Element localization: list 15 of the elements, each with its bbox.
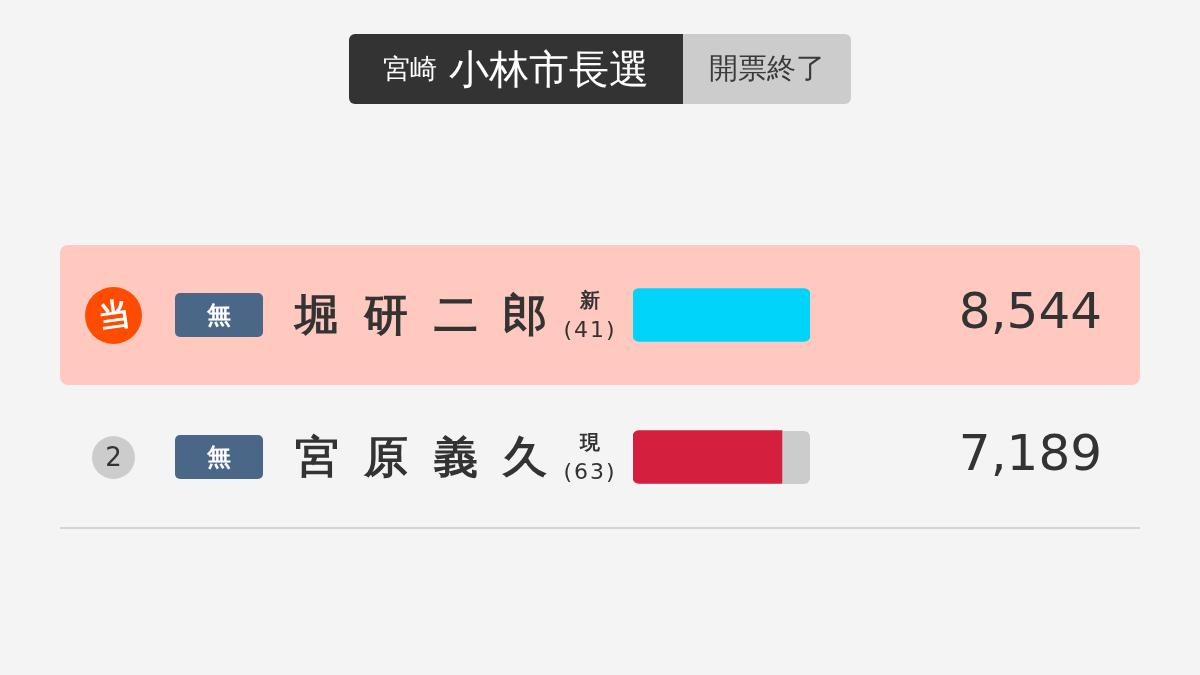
y-tick-label: 堀研二郎 [295,288,547,342]
text: 新 [580,288,600,312]
y-tick-label: 宮原義久 [295,430,547,484]
text: (63) [563,459,617,484]
text: 2 [105,442,122,472]
text: (41) [563,317,617,342]
text: 宮崎 [383,52,437,86]
text: 現 [580,430,600,454]
text: 無 [207,301,231,329]
text: 開票終了 [709,50,825,87]
data-label: 7,189 [958,423,1102,482]
text: 当 [95,293,132,337]
text: 無 [207,443,231,471]
data-label: 8,544 [958,281,1102,340]
chart-title: 小林市長選 [449,44,649,94]
